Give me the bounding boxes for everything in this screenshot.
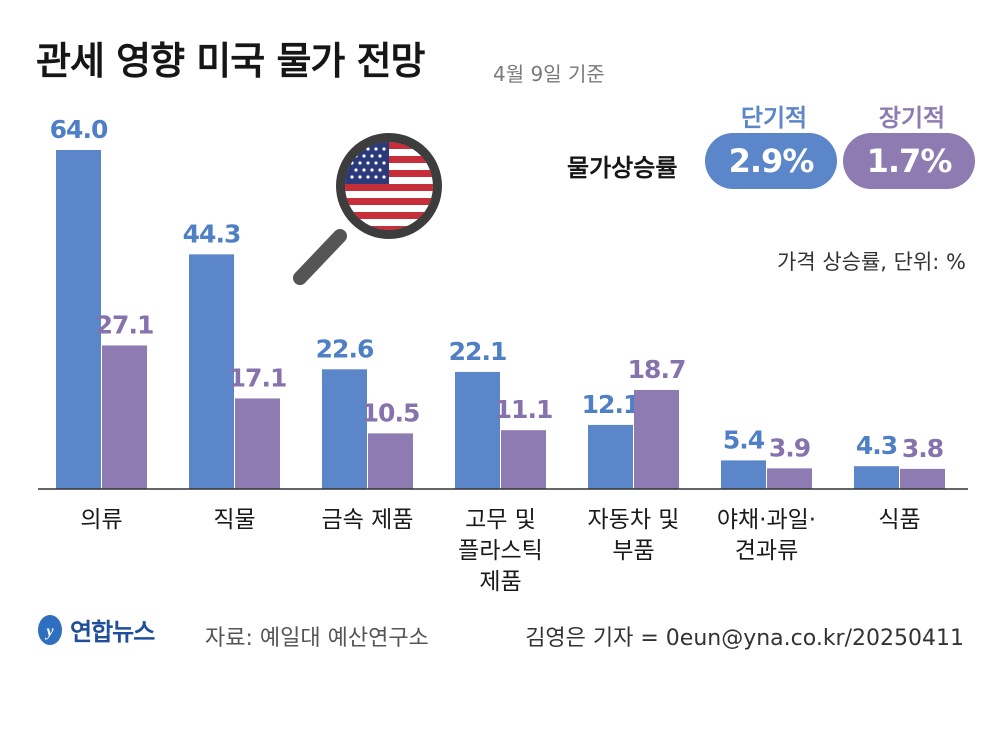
- data-label-short-5: 5.4: [723, 425, 765, 454]
- category-label-1: 직물: [213, 507, 255, 533]
- pill-header-short-term: 단기적: [740, 104, 808, 132]
- bar-long-2: [368, 433, 413, 489]
- category-label-5: 야채·과일·: [717, 507, 816, 533]
- bar-short-2: [322, 369, 367, 489]
- data-label-short-3: 22.1: [449, 337, 507, 366]
- category-label-0: 의류: [80, 507, 122, 533]
- category-label-3: 제품: [479, 569, 521, 595]
- category-label-2: 금속 제품: [322, 507, 414, 533]
- yonhap-logo-icon: y: [38, 614, 62, 645]
- inflation-rate-label: 물가상승률: [567, 154, 678, 182]
- bar-long-3: [501, 430, 546, 489]
- source-note: 자료: 예일대 예산연구소: [205, 626, 429, 651]
- data-label-short-2: 22.6: [316, 334, 374, 363]
- pill-header-long-term: 장기적: [878, 104, 946, 132]
- svg-text:y: y: [44, 623, 54, 640]
- category-label-5: 견과류: [735, 538, 798, 564]
- category-label-3: 고무 및: [465, 507, 536, 533]
- bar-short-5: [721, 460, 766, 489]
- data-label-short-1: 44.3: [183, 219, 241, 248]
- logo-text: 연합뉴스: [70, 618, 155, 646]
- category-label-3: 플라스틱: [458, 538, 543, 564]
- bar-long-1: [235, 398, 280, 489]
- data-label-short-6: 4.3: [856, 431, 897, 460]
- bar-long-5: [767, 468, 812, 489]
- data-label-long-4: 18.7: [628, 355, 686, 384]
- bar-short-4: [588, 424, 633, 489]
- bar-short-1: [189, 254, 234, 489]
- magnifier-flag-icon: [293, 133, 442, 285]
- category-label-4: 자동차 및: [588, 507, 680, 533]
- bar-short-6: [854, 466, 899, 489]
- data-label-long-5: 3.9: [769, 433, 810, 462]
- category-label-4: 부품: [612, 538, 654, 564]
- date-note: 4월 9일 기준: [493, 62, 605, 86]
- data-label-short-4: 12.1: [582, 390, 640, 419]
- data-label-long-0: 27.1: [96, 310, 154, 339]
- bar-long-0: [102, 345, 147, 489]
- chart-title: 관세 영향 미국 물가 전망: [36, 39, 426, 83]
- pill-short-term-value: 2.9%: [705, 133, 837, 189]
- data-label-long-6: 3.8: [902, 434, 943, 463]
- yonhap-logo: y 연합뉴스: [36, 612, 155, 647]
- bar-short-0: [56, 150, 101, 489]
- credit-note: 김영은 기자 = 0eun@yna.co.kr/20250411: [525, 626, 964, 651]
- bar-long-4: [634, 389, 679, 489]
- data-label-short-0: 64.0: [50, 115, 108, 144]
- data-label-long-3: 11.1: [495, 395, 553, 424]
- data-label-long-1: 17.1: [229, 363, 287, 392]
- bar-short-3: [455, 371, 500, 489]
- category-label-6: 식품: [878, 507, 920, 533]
- pill-long-term-value: 1.7%: [843, 133, 975, 189]
- data-label-long-2: 10.5: [362, 398, 420, 427]
- bar-long-6: [900, 468, 945, 489]
- unit-note: 가격 상승률, 단위: %: [777, 250, 966, 274]
